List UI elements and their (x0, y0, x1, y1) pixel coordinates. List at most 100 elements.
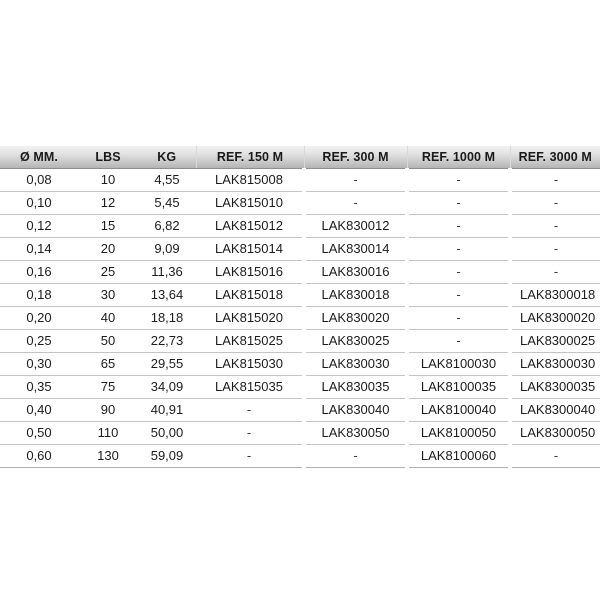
cell-r1000: LAK8100035 (405, 375, 510, 399)
table-row: 0,12 15 6,82 LAK815012 LAK830012 - - (0, 214, 600, 238)
cell-kg: 13,64 (138, 283, 196, 307)
cell-r300: LAK830016 (302, 260, 407, 284)
cell-r3000: - (508, 214, 600, 238)
cell-kg: 18,18 (138, 306, 196, 330)
cell-kg: 6,82 (138, 214, 196, 238)
empty-dash: - (456, 195, 461, 210)
cell-r3000: LAK8300035 (508, 375, 600, 399)
cell-r300: - (302, 191, 407, 215)
empty-dash: - (246, 425, 252, 440)
cell-r150: LAK815035 (196, 375, 304, 399)
cell-r150: LAK815010 (196, 191, 304, 215)
cell-dia: 0,30 (0, 352, 78, 376)
cell-r150: - (196, 398, 304, 422)
empty-dash: - (553, 218, 559, 233)
cell-dia: 0,25 (0, 329, 78, 353)
cell-kg: 59,09 (138, 444, 196, 468)
cell-dia: 0,08 (0, 168, 78, 192)
cell-r3000: LAK8300040 (508, 398, 600, 422)
cell-kg: 50,00 (138, 421, 196, 445)
empty-dash: - (353, 448, 358, 463)
cell-dia: 0,12 (0, 214, 78, 238)
empty-dash: - (246, 402, 252, 417)
cell-r150: LAK815008 (196, 168, 304, 192)
cell-r1000: - (405, 237, 510, 261)
cell-lbs: 110 (78, 421, 138, 445)
cell-r300: LAK830040 (302, 398, 407, 422)
cell-r1000: - (405, 168, 510, 192)
cell-r150: LAK815012 (196, 214, 304, 238)
cell-dia: 0,20 (0, 306, 78, 330)
cell-lbs: 90 (78, 398, 138, 422)
cell-r3000: - (508, 444, 600, 468)
cell-r300: LAK830020 (302, 306, 407, 330)
cell-r1000: LAK8100040 (405, 398, 510, 422)
column-header-ref-150m: REF. 150 M (195, 146, 304, 169)
cell-r1000: - (405, 214, 510, 238)
cell-kg: 11,36 (138, 260, 196, 284)
empty-dash: - (353, 172, 358, 187)
table-header: Ø MM. LBS KG REF. 150 M REF. 300 M REF. … (0, 146, 600, 169)
cell-r150: - (196, 444, 304, 468)
column-header-diameter: Ø MM. (0, 146, 78, 169)
table-row: 0,20 40 18,18 LAK815020 LAK830020 - LAK8300020 (0, 306, 600, 330)
cell-r150: LAK815018 (196, 283, 304, 307)
empty-dash: - (553, 195, 559, 210)
empty-dash: - (456, 264, 461, 279)
cell-r150: LAK815014 (196, 237, 304, 261)
cell-kg: 34,09 (138, 375, 196, 399)
cell-r300: LAK830025 (302, 329, 407, 353)
cell-r150: LAK815020 (196, 306, 304, 330)
empty-dash: - (456, 172, 461, 187)
empty-dash: - (246, 448, 252, 463)
table-row: 0,40 90 40,91 - LAK830040 LAK8100040 LAK830004… (0, 398, 600, 422)
cell-r3000: LAK8300025 (508, 329, 600, 353)
column-header-ref-1000m: REF. 1000 M (406, 146, 510, 169)
empty-dash: - (456, 287, 461, 302)
cell-dia: 0,40 (0, 398, 78, 422)
cell-lbs: 30 (78, 283, 138, 307)
cell-dia: 0,14 (0, 237, 78, 261)
cell-r300: - (302, 168, 407, 192)
empty-dash: - (553, 264, 559, 279)
table-row: 0,50 110 50,00 - LAK830050 LAK8100050 LAK83000… (0, 421, 600, 445)
cell-r3000: LAK8300020 (508, 306, 600, 330)
cell-r150: LAK815025 (196, 329, 304, 353)
cell-r300: LAK830014 (302, 237, 407, 261)
table-row: 0,14 20 9,09 LAK815014 LAK830014 - - (0, 237, 600, 261)
cell-r150: - (196, 421, 304, 445)
cell-r1000: LAK8100030 (405, 352, 510, 376)
cell-dia: 0,16 (0, 260, 78, 284)
cell-r1000: - (405, 260, 510, 284)
cell-r300: LAK830018 (302, 283, 407, 307)
table-row: 0,08 10 4,55 LAK815008 - - - (0, 168, 600, 192)
cell-kg: 4,55 (138, 168, 196, 192)
cell-r1000: - (405, 329, 510, 353)
cell-dia: 0,18 (0, 283, 78, 307)
cell-lbs: 20 (78, 237, 138, 261)
cell-r3000: LAK8300018 (508, 283, 600, 307)
empty-dash: - (553, 241, 559, 256)
empty-dash: - (353, 195, 358, 210)
table-row: 0,18 30 13,64 LAK815018 LAK830018 - LAK8300018 (0, 283, 600, 307)
cell-r150: LAK815030 (196, 352, 304, 376)
specification-table-container: Ø MM. LBS KG REF. 150 M REF. 300 M REF. … (0, 146, 600, 468)
cell-kg: 40,91 (138, 398, 196, 422)
cell-r1000: LAK8100050 (405, 421, 510, 445)
table-row: 0,60 130 59,09 - - LAK8100060 - (0, 444, 600, 468)
cell-r3000: - (508, 191, 600, 215)
cell-r1000: LAK8100060 (405, 444, 510, 468)
cell-r3000: LAK8300030 (508, 352, 600, 376)
cell-lbs: 75 (78, 375, 138, 399)
empty-dash: - (553, 448, 559, 463)
cell-dia: 0,50 (0, 421, 78, 445)
cell-lbs: 130 (78, 444, 138, 468)
cell-dia: 0,60 (0, 444, 78, 468)
cell-kg: 29,55 (138, 352, 196, 376)
cell-r300: LAK830050 (302, 421, 407, 445)
cell-r300: - (302, 444, 407, 468)
cell-lbs: 10 (78, 168, 138, 192)
cell-r1000: - (405, 191, 510, 215)
cell-r150: LAK815016 (196, 260, 304, 284)
cell-lbs: 25 (78, 260, 138, 284)
